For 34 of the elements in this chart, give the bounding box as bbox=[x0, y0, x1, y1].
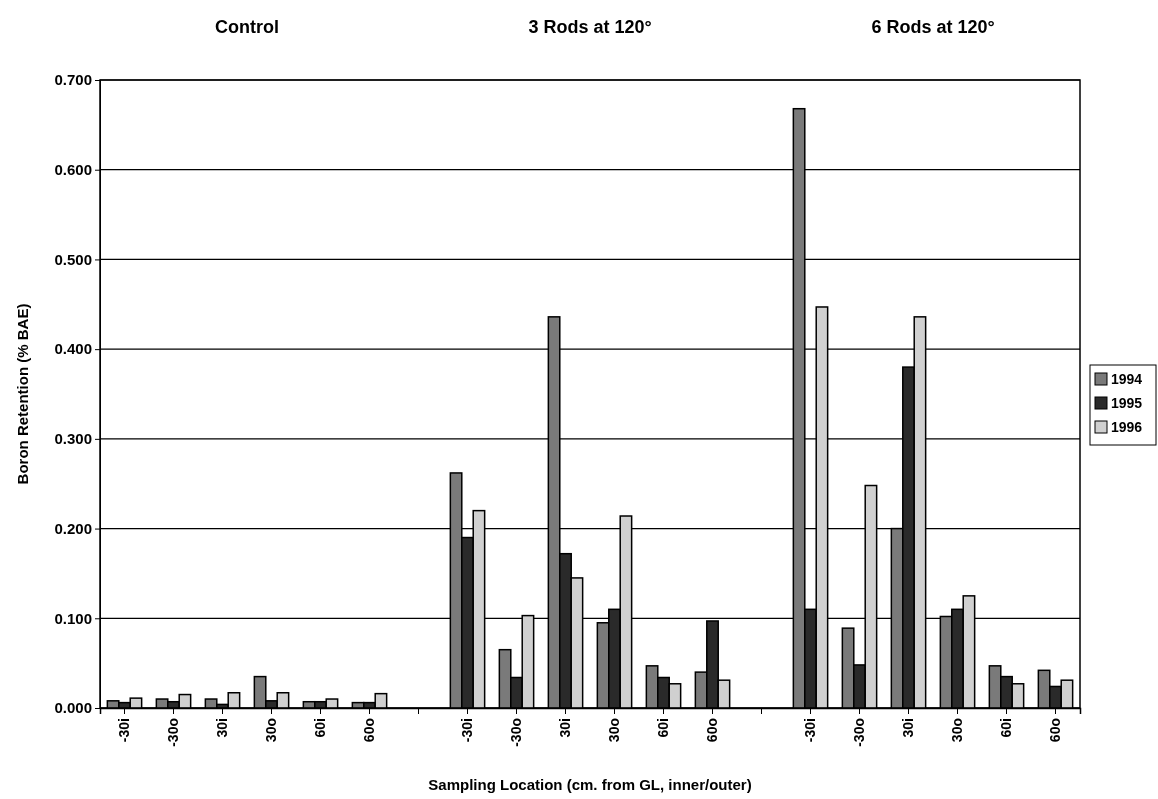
x-tick-label: 30o bbox=[263, 718, 280, 743]
y-tick-label: 0.600 bbox=[54, 161, 92, 179]
y-tick-label: 0.400 bbox=[54, 340, 92, 358]
y-tick-label: 0.200 bbox=[54, 519, 92, 537]
x-tick-label: 60o bbox=[1047, 718, 1064, 743]
legend-label: 1995 bbox=[1111, 395, 1143, 411]
x-tick-label: 30i bbox=[214, 718, 231, 738]
y-tick-label: 0.300 bbox=[54, 430, 92, 448]
x-tick-label: 60i bbox=[998, 718, 1015, 738]
x-tick-label: 60o bbox=[361, 718, 378, 743]
y-tick-label: 0.000 bbox=[54, 699, 92, 717]
x-tick-label: 30o bbox=[949, 718, 966, 743]
x-tick-label: -30i bbox=[116, 718, 133, 743]
text: 3 Rods at 120° bbox=[528, 17, 652, 37]
x-tick-label: -30o bbox=[851, 718, 868, 747]
x-tick-label: -30i bbox=[802, 718, 819, 743]
y-axis-title: Boron Retention (% BAE) bbox=[14, 303, 31, 485]
text: 6 Rods at 120° bbox=[871, 17, 995, 37]
x-tick-label: -30o bbox=[165, 718, 182, 747]
x-tick-label: 60o bbox=[704, 718, 721, 743]
y-tick-label: 0.700 bbox=[54, 71, 92, 89]
x-tick-label: -30i bbox=[459, 718, 476, 743]
x-tick-label: 30i bbox=[557, 718, 574, 738]
x-tick-label: 30o bbox=[606, 718, 623, 743]
legend-label: 1996 bbox=[1111, 419, 1143, 435]
x-tick-label: -30o bbox=[508, 718, 525, 747]
text: Control bbox=[215, 17, 279, 37]
x-tick-label: 60i bbox=[312, 718, 329, 738]
x-tick-label: 30i bbox=[900, 718, 917, 738]
legend-label: 1994 bbox=[1111, 371, 1143, 387]
x-tick-label: 60i bbox=[655, 718, 672, 738]
y-tick-label: 0.500 bbox=[54, 250, 92, 268]
x-axis-title: Sampling Location (cm. from GL, inner/outer) bbox=[428, 776, 752, 793]
y-tick-label: 0.100 bbox=[54, 609, 92, 627]
